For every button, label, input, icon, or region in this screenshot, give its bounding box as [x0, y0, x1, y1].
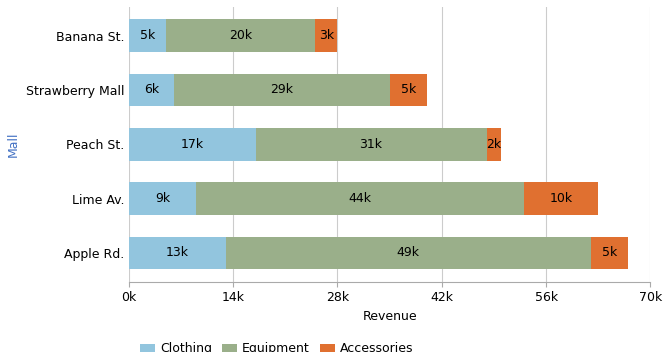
- Text: 5k: 5k: [140, 29, 155, 42]
- Y-axis label: Mall: Mall: [7, 132, 20, 157]
- Bar: [225, 237, 591, 269]
- Text: 44k: 44k: [349, 192, 371, 205]
- Text: 13k: 13k: [166, 246, 189, 259]
- Bar: [129, 74, 173, 106]
- Text: 5k: 5k: [401, 83, 416, 96]
- Text: 3k: 3k: [318, 29, 334, 42]
- Bar: [389, 74, 427, 106]
- Bar: [486, 128, 501, 161]
- Bar: [591, 237, 628, 269]
- Bar: [129, 19, 166, 52]
- Legend: Clothing, Equipment, Accessories: Clothing, Equipment, Accessories: [135, 337, 418, 352]
- Bar: [256, 128, 486, 161]
- Bar: [173, 74, 389, 106]
- Bar: [196, 182, 524, 215]
- Text: 17k: 17k: [181, 138, 204, 151]
- Bar: [129, 182, 196, 215]
- Bar: [524, 182, 598, 215]
- Bar: [129, 237, 225, 269]
- Text: 6k: 6k: [144, 83, 159, 96]
- Text: 9k: 9k: [155, 192, 170, 205]
- Text: 20k: 20k: [229, 29, 252, 42]
- Bar: [315, 19, 337, 52]
- Text: 2k: 2k: [486, 138, 502, 151]
- Bar: [166, 19, 315, 52]
- Text: 10k: 10k: [549, 192, 573, 205]
- Text: 5k: 5k: [602, 246, 617, 259]
- Text: 49k: 49k: [397, 246, 419, 259]
- Bar: [129, 128, 256, 161]
- Text: 29k: 29k: [270, 83, 293, 96]
- Text: 31k: 31k: [359, 138, 383, 151]
- X-axis label: Revenue: Revenue: [363, 310, 417, 323]
